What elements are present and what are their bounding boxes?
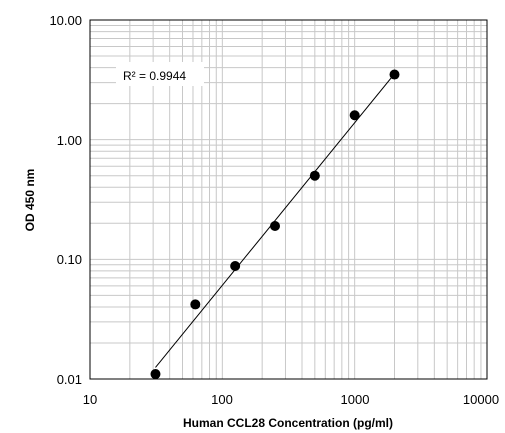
x-tick-label-2: 1000 <box>341 392 370 407</box>
data-point <box>190 299 201 310</box>
data-point <box>230 260 241 271</box>
annotation-box <box>116 62 204 86</box>
trendline <box>155 73 395 368</box>
y-axis-title: OD 450 nm <box>23 169 37 232</box>
x-tick-label-0: 10 <box>83 392 97 407</box>
y-tick-label-3: 10.00 <box>49 13 82 28</box>
data-point <box>269 220 280 231</box>
x-axis-title: Human CCL28 Concentration (pg/ml) <box>183 416 393 430</box>
y-tick-label-0: 0.01 <box>57 372 82 387</box>
y-tick-label-2: 1.00 <box>57 133 82 148</box>
data-point <box>349 110 360 121</box>
data-point <box>389 69 400 80</box>
x-tick-label-1: 100 <box>211 392 233 407</box>
x-tick-label-3: 10000 <box>463 392 499 407</box>
y-tick-label-1: 0.10 <box>57 252 82 267</box>
plot-area <box>89 19 488 380</box>
data-point <box>150 369 161 380</box>
data-points <box>150 69 400 380</box>
data-point <box>309 170 320 181</box>
r-squared-annotation: R² = 0.9944 <box>123 69 186 83</box>
